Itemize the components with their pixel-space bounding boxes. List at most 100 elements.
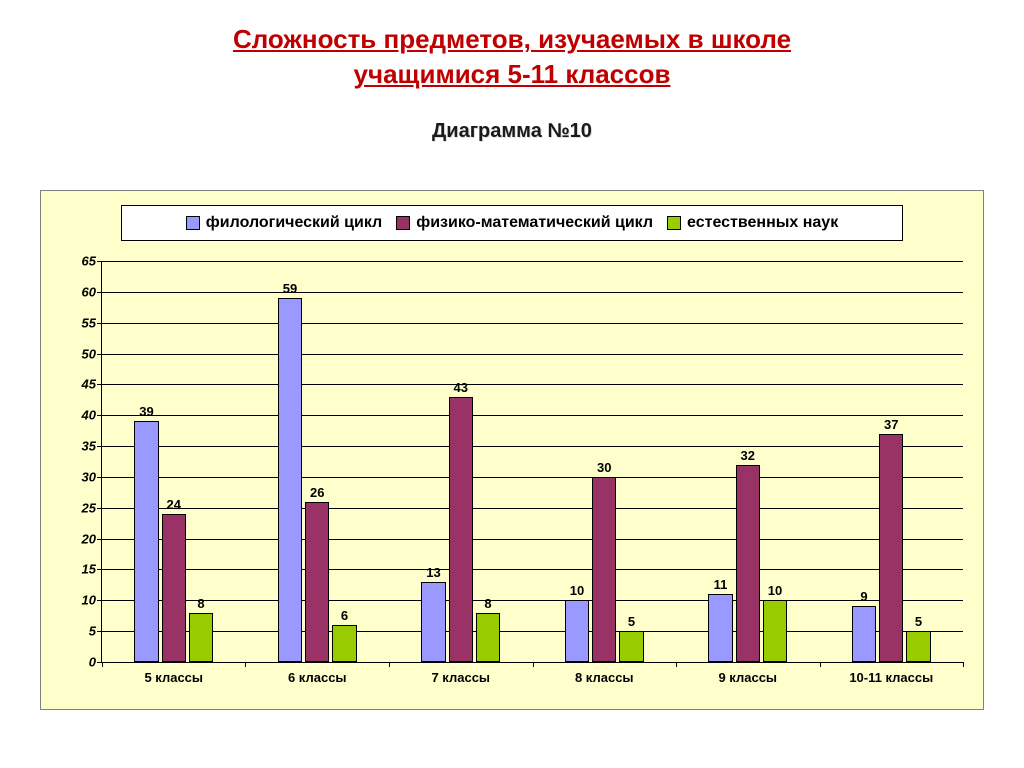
x-tick (102, 662, 103, 667)
legend-label: естественных наук (687, 214, 838, 232)
y-tick-label: 15 (56, 562, 96, 577)
gridline (102, 477, 963, 478)
gridline (102, 323, 963, 324)
bar-value-label: 13 (426, 565, 440, 580)
y-tick (97, 384, 102, 385)
y-tick (97, 261, 102, 262)
bar-value-label: 30 (597, 460, 611, 475)
bar (332, 625, 356, 662)
y-tick (97, 508, 102, 509)
bar-value-label: 8 (197, 596, 204, 611)
x-axis-label: 10-11 классы (849, 670, 933, 685)
bar (879, 434, 903, 662)
title-link-line2[interactable]: учащимися 5-11 классов (354, 59, 671, 89)
y-tick-label: 25 (56, 500, 96, 515)
bar (278, 298, 302, 662)
x-tick (245, 662, 246, 667)
bar-value-label: 8 (484, 596, 491, 611)
page-title: Сложность предметов, изучаемых в школе у… (0, 0, 1024, 92)
bar (134, 421, 158, 662)
y-tick-label: 40 (56, 408, 96, 423)
x-tick (676, 662, 677, 667)
bar (565, 600, 589, 662)
x-axis-label: 7 классы (431, 670, 490, 685)
x-tick (389, 662, 390, 667)
legend: филологический цикл физико-математический… (121, 205, 903, 241)
gridline (102, 539, 963, 540)
x-axis-label: 6 классы (288, 670, 347, 685)
bar-value-label: 39 (139, 404, 153, 419)
bar (763, 600, 787, 662)
bar-value-label: 37 (884, 417, 898, 432)
bar-value-label: 10 (768, 583, 782, 598)
title-link-line1[interactable]: Сложность предметов, изучаемых в школе (233, 24, 791, 54)
y-tick-label: 45 (56, 377, 96, 392)
bar (189, 613, 213, 662)
x-axis-label: 8 классы (575, 670, 634, 685)
gridline (102, 415, 963, 416)
bar (305, 502, 329, 662)
bar (736, 465, 760, 662)
y-tick (97, 323, 102, 324)
gridline (102, 600, 963, 601)
bar (162, 514, 186, 662)
x-tick (533, 662, 534, 667)
y-tick (97, 631, 102, 632)
chart-container: филологический цикл физико-математический… (40, 190, 984, 710)
bar (449, 397, 473, 662)
gridline (102, 631, 963, 632)
bar (906, 631, 930, 662)
bar-value-label: 32 (741, 448, 755, 463)
y-tick (97, 477, 102, 478)
y-tick (97, 569, 102, 570)
y-tick (97, 446, 102, 447)
bar-value-label: 11 (714, 577, 728, 592)
legend-swatch (667, 216, 681, 230)
gridline (102, 261, 963, 262)
y-tick (97, 415, 102, 416)
legend-item: физико-математический цикл (396, 214, 653, 232)
y-tick-label: 5 (56, 624, 96, 639)
bar-value-label: 26 (310, 485, 324, 500)
y-tick (97, 600, 102, 601)
gridline (102, 354, 963, 355)
legend-item: филологический цикл (186, 214, 382, 232)
bar-value-label: 5 (628, 614, 635, 629)
bar-value-label: 9 (860, 589, 867, 604)
x-tick (820, 662, 821, 667)
y-tick (97, 354, 102, 355)
y-tick-label: 50 (56, 346, 96, 361)
legend-label: физико-математический цикл (416, 214, 653, 232)
bar-value-label: 43 (454, 380, 468, 395)
legend-swatch (186, 216, 200, 230)
y-tick (97, 539, 102, 540)
x-tick (963, 662, 964, 667)
y-tick-label: 65 (56, 254, 96, 269)
bar (421, 582, 445, 662)
bar-value-label: 10 (570, 583, 584, 598)
y-tick-label: 10 (56, 593, 96, 608)
y-tick-label: 60 (56, 284, 96, 299)
gridline (102, 292, 963, 293)
bar-value-label: 59 (283, 281, 297, 296)
y-tick (97, 292, 102, 293)
bar-value-label: 24 (167, 497, 181, 512)
bar (476, 613, 500, 662)
legend-swatch (396, 216, 410, 230)
bar-value-label: 6 (341, 608, 348, 623)
gridline (102, 446, 963, 447)
legend-item: естественных наук (667, 214, 838, 232)
y-tick-label: 20 (56, 531, 96, 546)
gridline (102, 384, 963, 385)
y-tick-label: 55 (56, 315, 96, 330)
bar (619, 631, 643, 662)
bar-value-label: 5 (915, 614, 922, 629)
gridline (102, 569, 963, 570)
chart-subtitle: Диаграмма №10 (0, 120, 1024, 143)
bar (592, 477, 616, 662)
y-tick-label: 30 (56, 469, 96, 484)
gridline (102, 508, 963, 509)
plot-area: 051015202530354045505560655 классы392486… (101, 261, 963, 663)
legend-label: филологический цикл (206, 214, 382, 232)
bar (852, 606, 876, 662)
